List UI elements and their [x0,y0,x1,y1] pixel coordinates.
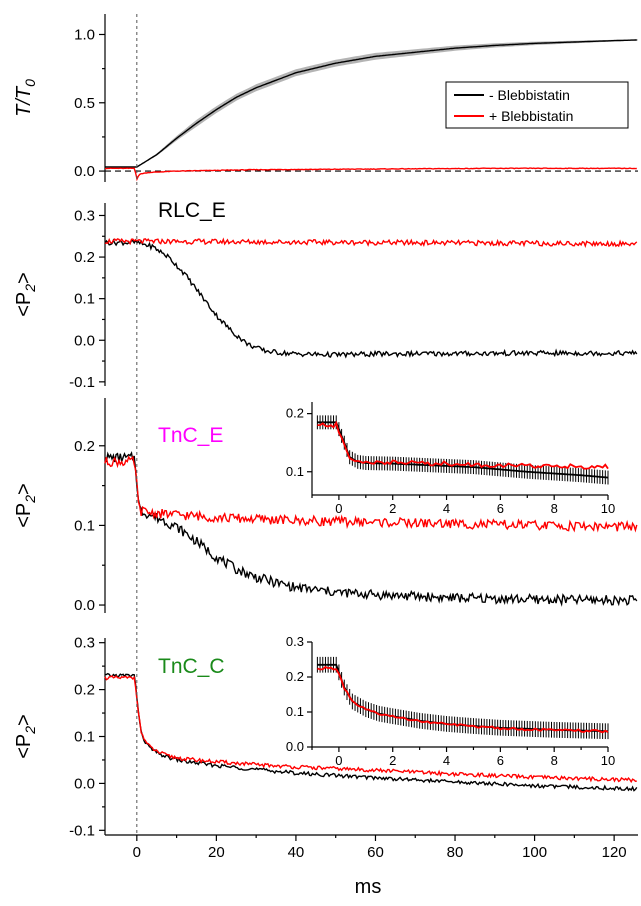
panel-3-inset-xtick-label: 8 [551,753,558,768]
panel-3-ytick-label: 0.1 [74,729,95,746]
xtick-label: 120 [602,844,627,861]
xtick-label: 60 [367,844,384,861]
panel-1-ytick-label: 0.0 [74,332,95,349]
panel-1-ytick-label: 0.3 [74,207,95,224]
panel-2-inset-ytick-label: 0.2 [286,406,304,421]
legend-label-plus: + Blebbistatin [489,108,573,124]
panel-1-series-minus-line [105,240,637,357]
panel-2-inset-xtick-label: 4 [443,501,450,516]
panel-3-inset-xtick-label: 2 [389,753,396,768]
panel-0-ytick-label: 0.0 [74,163,95,180]
panel-1-ytick-label: -0.1 [69,374,95,391]
panel-3-ytick-label: 0.2 [74,682,95,699]
panel-3-inset-ytick-label: 0.2 [286,669,304,684]
panel-2-ytick-label: 0.0 [74,597,95,614]
panel-2-inset-xtick-label: 0 [335,501,342,516]
panel-2-inset-xtick-label: 2 [389,501,396,516]
panel-2-inset-xtick-label: 8 [551,501,558,516]
xtick-label: 100 [522,844,547,861]
panel-1-ytick-label: 0.1 [74,291,95,308]
panel-3-label: TnC_C [158,655,225,678]
panel-2-inset-xtick-label: 6 [497,501,504,516]
panel-1-ytick-label: 0.2 [74,249,95,266]
panel-0-ytick-label: 1.0 [74,26,95,43]
x-axis-label: ms [355,876,382,898]
panel-0-series-plus-line [105,168,637,179]
panel-3-inset-ytick-label: 0.3 [286,634,304,649]
panel-2-ytick-label: 0.1 [74,517,95,534]
panel-3-ytick-label: 0.0 [74,775,95,792]
panel-3-inset-xtick-label: 0 [335,753,342,768]
xtick-label: 0 [133,844,141,861]
panel-2-ytick-label: 0.2 [74,438,95,455]
xtick-label: 80 [447,844,464,861]
panel-2-y-axis-label: <P2> [13,483,38,528]
panel-3-ytick-label: 0.3 [74,635,95,652]
xtick-label: 20 [208,844,225,861]
panel-3-inset-ytick-label: 0.1 [286,704,304,719]
panel-2-inset-ytick-label: 0.1 [286,464,304,479]
panel-1-series-plus-line [105,239,637,246]
panel-1-label: RLC_E [158,199,226,222]
panel-1-y-axis-label: <P2> [13,272,38,317]
xtick-label: 40 [288,844,305,861]
legend-label-minus: - Blebbistatin [489,87,570,103]
panel-3-y-axis-label: <P2> [13,714,38,759]
panel-3-inset-xtick-label: 10 [601,753,615,768]
panel-3-inset-xtick-label: 6 [497,753,504,768]
panel-2-inset-xtick-label: 10 [601,501,615,516]
legend: - Blebbistatin + Blebbistatin [446,82,628,128]
panel-3-inset-xtick-label: 4 [443,753,450,768]
panel-2-label: TnC_E [158,424,223,447]
panel-0-y-axis-label: T/T0 [13,79,38,117]
panel-3-ytick-label: -0.1 [69,822,95,839]
panel-0-ytick-label: 0.5 [74,95,95,112]
panel-3-inset-ytick-label: 0.0 [286,739,304,754]
